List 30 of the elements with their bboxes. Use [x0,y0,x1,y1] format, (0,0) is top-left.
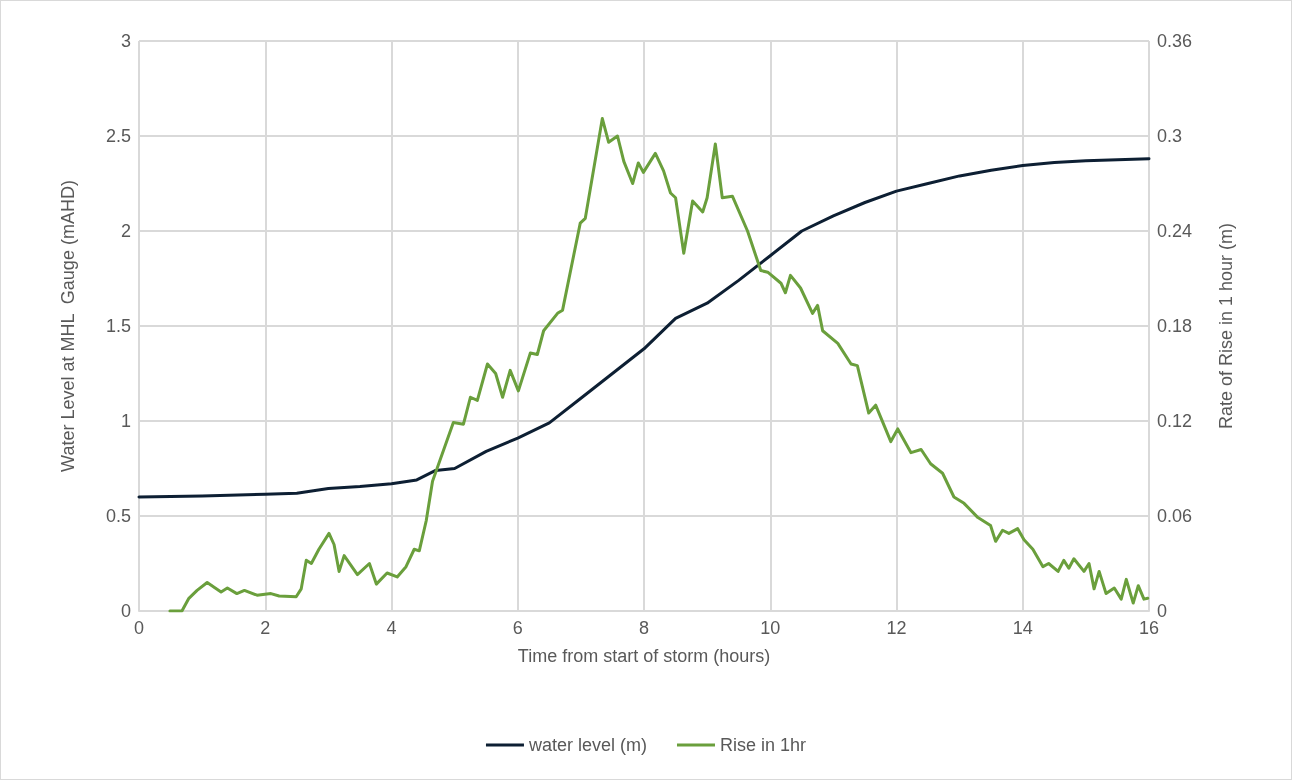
x-axis-title: Time from start of storm (hours) [517,646,771,666]
x-tick-label: 10 [760,618,781,638]
x-tick-label: 4 [386,618,397,638]
y2-axis-title: Rate of Rise in 1 hour (m) [1216,222,1236,430]
y2-tick-label: 0 [1157,601,1168,621]
x-tick-label: 14 [1012,618,1033,638]
y2-tick-label: 0.06 [1157,506,1193,526]
x-tick-label: 8 [638,618,650,638]
line-series [168,117,1150,613]
x-tick-label: 6 [512,618,523,638]
y2-tick-label: 0.3 [1157,126,1183,146]
y-tick-label: 2.5 [105,126,131,146]
y-tick-label: 0.5 [105,506,131,526]
y-tick-label: 1.5 [105,316,131,336]
x-tick-label: 2 [260,618,271,638]
x-tick-label: 12 [886,618,907,638]
y-tick-label: 1 [120,411,131,431]
y2-tick-label: 0.36 [1157,31,1193,51]
y-tick-label: 3 [120,31,131,51]
line-series [137,157,1151,499]
y-axis-title: Water Level at MHL Gauge (mAHD) [58,180,78,472]
x-tick-label: 0 [133,618,145,638]
x-tick-label: 16 [1138,618,1160,638]
legend-label: Rise in 1hr [719,735,807,755]
y2-tick-label: 0.24 [1157,221,1193,241]
y-tick-label: 2 [120,221,131,241]
y2-tick-label: 0.12 [1157,411,1193,431]
y-tick-label: 0 [120,601,131,621]
y2-tick-label: 0.18 [1157,316,1193,336]
legend-label: water level (m) [527,735,647,755]
